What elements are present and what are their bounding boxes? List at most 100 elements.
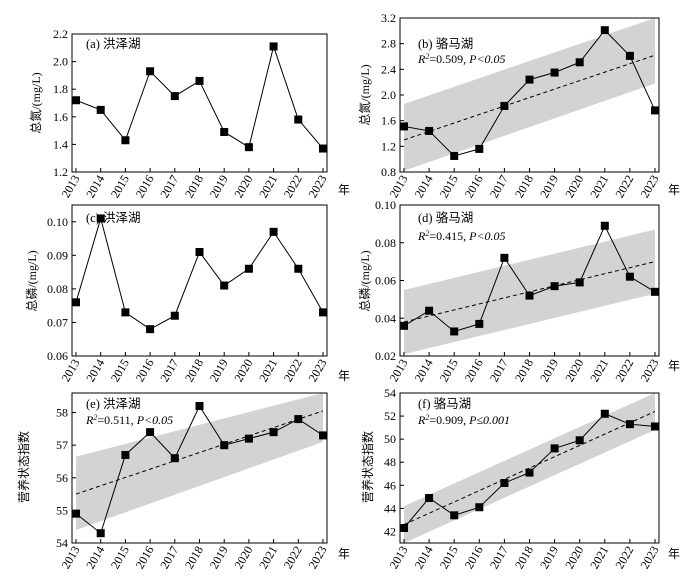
panel-a-xtick-label: 2018 bbox=[182, 173, 206, 201]
panel-b-data-point bbox=[625, 51, 634, 60]
panel-b-year-unit: 年 bbox=[668, 183, 680, 197]
panel-f-data-point bbox=[550, 444, 559, 453]
panel-f-ytick-label: 42 bbox=[384, 524, 396, 538]
panel-c-xtick-label: 2021 bbox=[256, 357, 280, 385]
panel-a-ytick-label: 1.2 bbox=[53, 165, 68, 179]
panel-c-data-point bbox=[72, 298, 80, 307]
panel-c-ytick-label: 0.07 bbox=[47, 315, 68, 329]
panel-b-xtick-label: 2019 bbox=[537, 173, 561, 201]
panel-f-data-point bbox=[600, 409, 609, 418]
panel-e-xtick-label: 2021 bbox=[256, 544, 280, 572]
panel-b-xtick-label: 2016 bbox=[462, 173, 486, 201]
panel-e-data-point bbox=[96, 529, 105, 538]
panel-b-ytick-label: 1.2 bbox=[381, 139, 396, 153]
panel-c-data-point bbox=[269, 227, 278, 236]
panel-a-data-point bbox=[72, 96, 80, 105]
panel-e-ytick-label: 56 bbox=[56, 471, 68, 485]
panel-b-confidence-band bbox=[404, 18, 655, 171]
panel-c-xtick-label: 2015 bbox=[108, 357, 132, 385]
panel-d-data-point bbox=[651, 287, 659, 296]
panel-c-axes-frame bbox=[71, 204, 328, 357]
panel-f-xtick-label: 2020 bbox=[562, 544, 586, 572]
panel-a-data-point bbox=[96, 105, 105, 114]
panel-f-data-point bbox=[651, 422, 659, 431]
panel-a-data-point bbox=[121, 136, 130, 145]
panel-e-data-point bbox=[220, 441, 229, 450]
panel-b-data-point bbox=[525, 75, 534, 84]
panel-a-ytick-label: 1.8 bbox=[53, 82, 68, 96]
panel-f-xtick-label: 2017 bbox=[487, 544, 511, 572]
panel-d-xtick-label: 2014 bbox=[412, 357, 436, 385]
panel-e-data-point bbox=[294, 415, 303, 424]
panel-d-xtick-label: 2021 bbox=[587, 357, 611, 385]
panel-c-data-point bbox=[170, 311, 179, 320]
panel-e-ytick-label: 54 bbox=[56, 536, 68, 550]
panel-b-xtick-label: 2017 bbox=[487, 173, 511, 201]
panel-e-data-point bbox=[121, 450, 130, 459]
panel-f-year-unit: 年 bbox=[668, 547, 680, 561]
panel-f-xtick-label: 2016 bbox=[462, 544, 486, 572]
panel-e-confidence-band bbox=[76, 393, 323, 530]
panel-e-xtick-label: 2015 bbox=[108, 544, 132, 572]
panel-f-ytick-label: 50 bbox=[384, 432, 396, 446]
panel-a-xtick-label: 2022 bbox=[281, 173, 305, 201]
panel-d-xtick-label: 2017 bbox=[487, 357, 511, 385]
panel-d-data-point bbox=[625, 272, 634, 281]
panel-d-r2: R2=0.415, P<0.05 bbox=[417, 229, 506, 243]
panel-a-xtick-label: 2021 bbox=[256, 173, 280, 201]
panel-b-data-point bbox=[550, 68, 559, 77]
panel-b-xtick-label: 2023 bbox=[637, 173, 661, 201]
panel-a-xtick-label: 2016 bbox=[133, 173, 157, 201]
panel-b-data-point bbox=[651, 106, 659, 115]
panel-b-ytick-label: 2.0 bbox=[381, 88, 396, 102]
panel-f-trend-line bbox=[403, 411, 656, 525]
panel-f-data-point bbox=[625, 420, 634, 429]
panel-a-ytick-label: 1.4 bbox=[53, 137, 68, 151]
panel-a-data-point bbox=[220, 127, 229, 136]
panel-a-year-unit: 年 bbox=[338, 183, 350, 197]
panel-d-xtick-label: 2022 bbox=[612, 357, 636, 385]
panel-c-xtick-label: 2023 bbox=[305, 357, 329, 385]
panel-f-ytick-label: 46 bbox=[384, 478, 396, 492]
panel-b-ylabel: 总氮/(mg/L) bbox=[357, 64, 372, 125]
panel-d-data-point bbox=[500, 253, 509, 262]
panel-a-xtick-label: 2014 bbox=[83, 173, 107, 201]
panel-d-data-point bbox=[425, 306, 434, 315]
panel-c-data-point bbox=[96, 214, 105, 223]
panel-a-ytick-label: 2.2 bbox=[53, 27, 68, 41]
panel-a-data-point bbox=[146, 67, 155, 76]
panel-d-title: (d) 骆马湖 bbox=[418, 210, 473, 225]
panel-a-data-point bbox=[294, 115, 303, 124]
panel-a-data-point bbox=[269, 42, 278, 51]
panel-a-data-point bbox=[319, 144, 327, 153]
panel-b-xtick-label: 2018 bbox=[512, 173, 536, 201]
panel-f-title: (f) 骆马湖 bbox=[418, 396, 471, 411]
panel-f-data-point bbox=[475, 503, 484, 512]
panel-f-xtick-label: 2014 bbox=[412, 544, 436, 572]
panel-f-data-point bbox=[450, 511, 459, 520]
panel-d-data-point bbox=[475, 319, 484, 328]
panel-d-data-point bbox=[400, 321, 408, 330]
panel-a-xtick-label: 2017 bbox=[157, 173, 181, 201]
panel-f-data-point bbox=[425, 494, 434, 502]
panel-d-ylabel: 总磷/(mg/L) bbox=[357, 250, 372, 311]
panel-a-title: (a) 洪泽湖 bbox=[86, 36, 141, 51]
panel-c-xtick-label: 2014 bbox=[83, 357, 107, 385]
panel-c-series-line bbox=[75, 216, 324, 330]
panel-d-ytick-label: 0.04 bbox=[375, 311, 396, 325]
panel-f-ytick-label: 54 bbox=[384, 386, 396, 400]
panel-f-ytick-label: 48 bbox=[384, 455, 396, 469]
panel-b-ytick-label: 2.8 bbox=[381, 37, 396, 51]
panel-c-xtick-label: 2016 bbox=[133, 357, 157, 385]
panel-a-axes-frame bbox=[71, 33, 328, 173]
panel-b-data-point bbox=[400, 122, 408, 131]
panel-c-data-point bbox=[146, 325, 155, 334]
panel-f-ylabel: 营养状态指数 bbox=[360, 431, 375, 503]
panel-b-xtick-label: 2021 bbox=[587, 173, 611, 201]
panel-c-xtick-label: 2019 bbox=[207, 357, 231, 385]
panel-f-xtick-label: 2021 bbox=[587, 544, 611, 572]
